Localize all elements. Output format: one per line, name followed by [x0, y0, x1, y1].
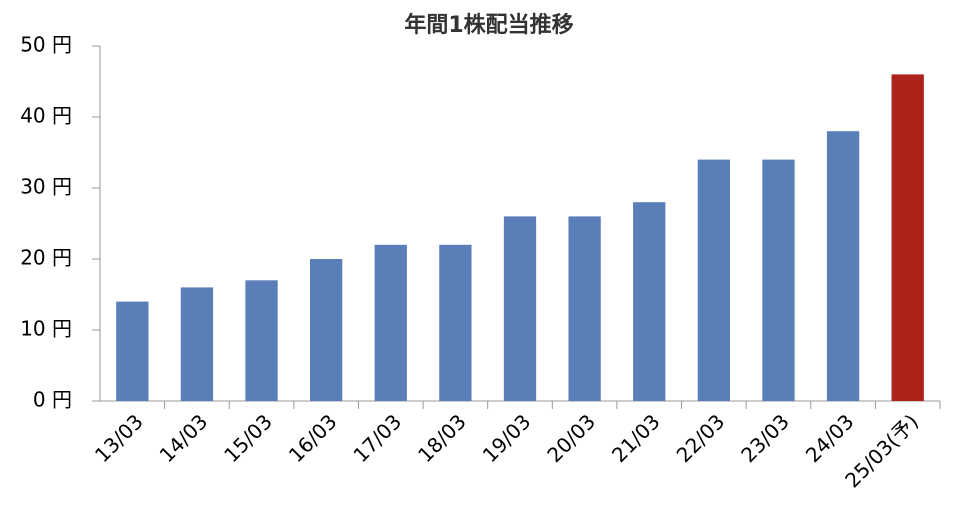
y-tick-label: 40 円: [20, 104, 72, 128]
bar: [503, 216, 537, 401]
bar: [439, 244, 472, 401]
bar: [697, 159, 730, 401]
x-tick-label: 21/03: [607, 409, 665, 467]
x-tick-label: 17/03: [348, 409, 406, 467]
bar: [762, 159, 795, 401]
bar: [633, 202, 666, 401]
y-tick-label: 20 円: [20, 246, 72, 270]
bar: [245, 280, 278, 401]
x-tick-label: 18/03: [413, 409, 471, 467]
x-tick-label: 22/03: [672, 409, 730, 467]
bar: [826, 131, 860, 401]
y-tick-label: 30 円: [20, 175, 72, 199]
bar: [180, 287, 214, 401]
bar: [374, 244, 407, 401]
bar: [891, 74, 924, 402]
x-tick-label: 14/03: [155, 409, 213, 467]
bar: [568, 216, 601, 401]
x-tick-label: 23/03: [736, 409, 794, 467]
bar: [310, 259, 343, 401]
x-tick-label: 13/03: [90, 409, 148, 467]
x-tick-label: 15/03: [219, 409, 277, 467]
x-tick-label: 16/03: [284, 409, 342, 467]
y-tick-label: 50 円: [20, 33, 72, 57]
chart-title: 年間1株配当推移: [404, 12, 573, 38]
y-tick-label: 0 円: [33, 388, 72, 412]
x-tick-label: 20/03: [542, 409, 600, 467]
y-tick-label: 10 円: [20, 317, 72, 341]
bar: [116, 301, 149, 401]
x-tick-label: 19/03: [478, 409, 536, 467]
x-tick-label: 24/03: [801, 409, 859, 467]
